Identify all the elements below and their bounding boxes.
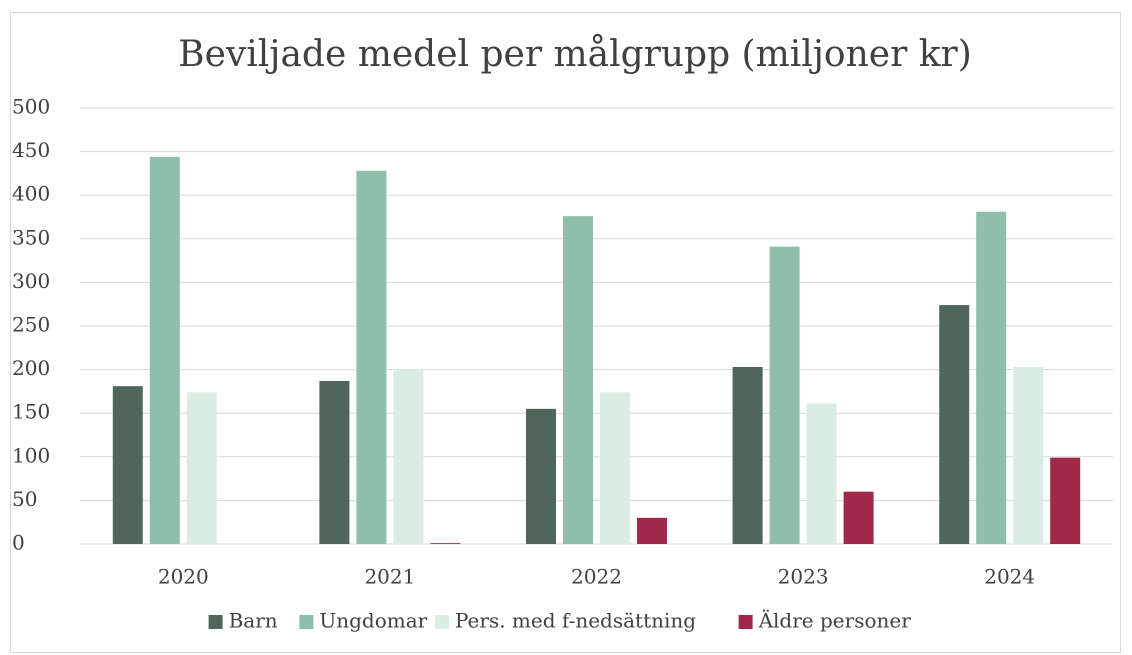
bar — [563, 216, 593, 545]
legend-swatch — [299, 615, 314, 629]
y-tick-label: 200 — [12, 356, 50, 380]
bar — [526, 408, 556, 544]
y-tick-label: 0 — [12, 531, 25, 555]
x-tick-label: 2022 — [571, 565, 622, 589]
x-tick-label: 2020 — [158, 565, 209, 589]
legend-label: Äldre personer — [758, 609, 912, 633]
legend-label: Pers. med f-nedsättning — [455, 609, 696, 633]
bar — [732, 366, 763, 544]
y-tick-label: 300 — [12, 269, 50, 293]
y-tick-label: 250 — [12, 313, 50, 337]
bar — [939, 305, 970, 544]
bar — [393, 369, 424, 544]
bar — [600, 392, 630, 544]
y-tick-label: 500 — [12, 95, 50, 119]
legend-swatch — [208, 615, 223, 629]
bar — [769, 246, 800, 544]
bar — [637, 517, 667, 544]
legend-swatch — [738, 615, 753, 629]
bar — [1013, 366, 1044, 544]
x-tick-label: 2021 — [364, 565, 415, 589]
y-tick-label: 400 — [12, 182, 50, 206]
chart-title: Beviljade medel per målgrupp (miljoner k… — [178, 34, 972, 75]
legend-label: Barn — [229, 609, 278, 633]
legend-swatch — [435, 615, 449, 629]
x-tick-label: 2023 — [778, 565, 829, 589]
bar — [976, 211, 1007, 544]
bar — [112, 386, 143, 544]
bar — [186, 392, 217, 544]
bar — [843, 491, 874, 544]
bar — [806, 403, 837, 544]
x-tick-label: 2024 — [984, 565, 1035, 589]
bar — [430, 543, 461, 544]
y-tick-label: 350 — [12, 225, 50, 249]
bar — [149, 156, 180, 544]
y-tick-label: 50 — [12, 487, 37, 511]
legend-label: Ungdomar — [319, 609, 427, 633]
y-tick-label: 450 — [12, 138, 50, 162]
y-tick-label: 100 — [12, 443, 50, 467]
y-tick-label: 150 — [12, 400, 50, 424]
bar — [1050, 457, 1081, 544]
bar — [319, 380, 350, 544]
bar — [356, 170, 387, 544]
